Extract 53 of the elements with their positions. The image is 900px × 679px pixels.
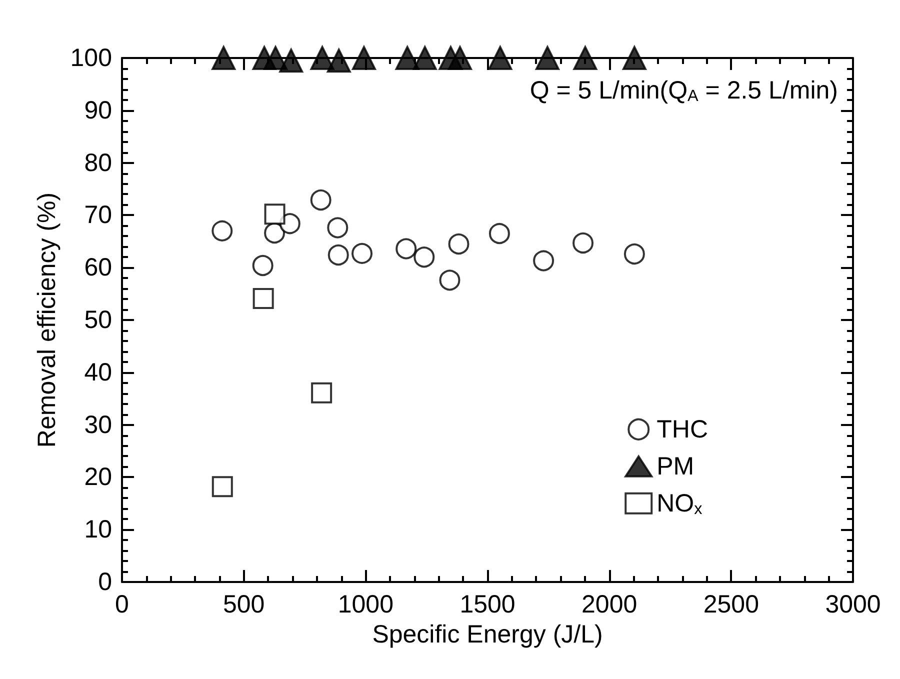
point: [352, 242, 373, 264]
point: [533, 250, 554, 272]
x-tick-label: 500: [222, 590, 265, 618]
point: [622, 46, 646, 70]
point: [573, 46, 598, 70]
point: [328, 244, 349, 266]
point: [264, 222, 286, 244]
legend-label: NOx: [656, 489, 702, 518]
point: [279, 48, 304, 73]
point: [488, 46, 512, 70]
point: [311, 382, 332, 404]
y-tick-label: 50: [84, 306, 112, 334]
point: [439, 270, 460, 291]
point: [535, 46, 560, 70]
point: [448, 234, 470, 255]
point: [488, 223, 510, 244]
point: [448, 46, 472, 70]
y-tick-label: 100: [70, 44, 112, 72]
point: [326, 48, 351, 73]
y-tick-label: 80: [84, 148, 112, 177]
x-tick-label: 2000: [582, 590, 638, 618]
y-tick-label: 30: [84, 410, 112, 439]
legend-label: PM: [656, 452, 694, 480]
point: [396, 238, 417, 260]
point: [252, 255, 274, 276]
y-tick-label: 0: [98, 568, 112, 596]
annotation: Q = 5 L/min(QA = 2.5 L/min): [530, 76, 838, 106]
point: [212, 220, 233, 242]
point: [252, 288, 274, 310]
x-axis-title: Specific Energy (J/L): [372, 620, 603, 648]
x-tick-label: 3000: [825, 590, 881, 618]
point: [412, 46, 437, 70]
point: [572, 232, 594, 254]
y-tick-label: 90: [84, 96, 112, 124]
y-tick-label: 70: [84, 201, 112, 230]
legend-label: THC: [656, 415, 708, 444]
y-tick-label: 20: [84, 463, 112, 492]
point: [212, 46, 236, 70]
x-tick-label: 1000: [338, 590, 394, 618]
y-tick-label: 40: [84, 358, 112, 386]
point: [414, 246, 435, 268]
point: [264, 204, 286, 225]
x-tick-label: 1500: [460, 590, 516, 618]
point: [624, 243, 645, 264]
point: [352, 46, 376, 70]
point: [310, 190, 332, 210]
point: [327, 217, 348, 238]
y-axis-title: Removal efficiency (%): [32, 192, 61, 448]
x-tick-label: 0: [115, 590, 129, 618]
point: [212, 476, 233, 498]
y-tick-label: 60: [84, 254, 112, 282]
y-tick-label: 10: [84, 516, 112, 544]
x-tick-label: 2500: [703, 590, 759, 618]
